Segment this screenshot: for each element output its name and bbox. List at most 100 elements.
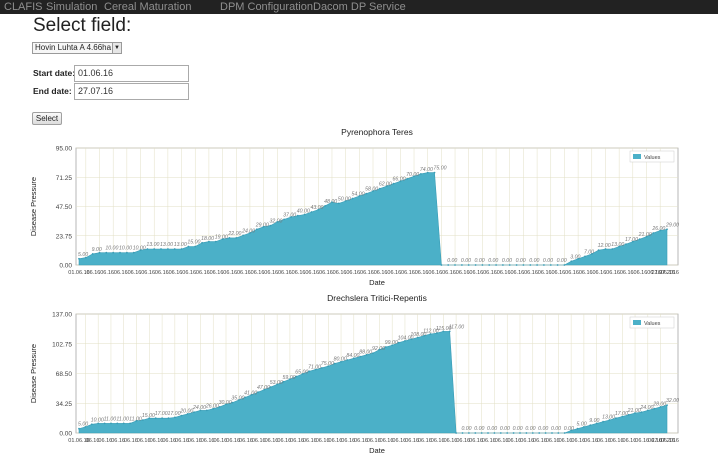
data-point [296, 214, 299, 217]
data-point [317, 208, 320, 211]
data-point [301, 373, 304, 375]
x-tick-label: .06.16 [591, 270, 606, 276]
data-label: 32.00 [269, 219, 282, 225]
data-point [536, 264, 538, 266]
data-point [404, 340, 406, 342]
x-tick-label: .06.16 [608, 438, 623, 444]
data-point [78, 257, 80, 260]
data-point [372, 352, 374, 354]
data-point [295, 375, 298, 378]
data-point [199, 409, 202, 412]
chart-title: Drechslera Tritici-Repentis [327, 293, 427, 303]
x-tick-label: .06.16 [174, 438, 189, 444]
data-point [611, 248, 614, 250]
data-label: 5.00 [78, 252, 88, 258]
y-tick-label: 68.50 [56, 371, 73, 378]
data-point [122, 422, 125, 425]
data-point [116, 422, 119, 425]
plot-frame [75, 147, 679, 266]
data-point [602, 420, 604, 423]
data-label: 22.00 [227, 231, 241, 237]
x-tick-label: .06.16 [570, 438, 585, 444]
x-tick-label: .06.16 [161, 438, 176, 444]
data-label: 0.00 [525, 426, 535, 432]
data-label: 24.00 [192, 405, 206, 411]
data-point [646, 409, 649, 412]
data-point [461, 432, 464, 434]
data-label: 0.00 [475, 258, 485, 264]
nav-item-dacom-dp-service[interactable]: Dacom DP Service [313, 1, 406, 13]
data-label: 54.00 [351, 191, 364, 197]
data-label: 43.00 [310, 205, 323, 211]
data-point [105, 251, 108, 254]
x-tick-label: .06.16 [536, 270, 551, 276]
end-date-input[interactable]: 27.07.16 [74, 83, 189, 100]
nav-item-dpm-configuration[interactable]: DPM Configuration [220, 1, 313, 13]
data-point [194, 245, 197, 248]
data-label: 30.00 [219, 400, 232, 406]
data-point [257, 391, 259, 394]
select-button[interactable]: Select [32, 112, 62, 125]
data-point [112, 251, 115, 254]
data-point [529, 264, 532, 266]
x-tick-label: .06.16 [454, 270, 469, 276]
x-tick-label: .06.16 [331, 270, 346, 276]
x-tick-label: .06.16 [532, 438, 547, 444]
data-point [563, 264, 566, 266]
data-point [508, 264, 511, 266]
data-point [544, 432, 547, 434]
data-point [512, 432, 515, 434]
data-point [426, 171, 429, 174]
x-tick-label: .06.16 [84, 438, 99, 444]
data-label: 0.00 [461, 258, 471, 264]
data-point [282, 380, 285, 383]
data-point [228, 237, 231, 239]
data-point [474, 432, 477, 434]
data-point [385, 185, 388, 188]
y-axis-label: Disease Pressure [29, 344, 38, 403]
x-tick-label: .06.16 [595, 438, 610, 444]
data-point [423, 334, 425, 337]
y-tick-label: 0.00 [59, 263, 72, 270]
nav-item-clafis[interactable]: CLAFIS [4, 1, 43, 13]
legend-box [629, 150, 675, 163]
data-point [310, 211, 313, 213]
data-point [110, 422, 112, 425]
data-point [604, 248, 607, 250]
x-tick-label: .06.16 [427, 270, 442, 276]
data-point [519, 432, 521, 434]
data-point [365, 353, 368, 356]
x-tick-label: .06.16 [442, 438, 457, 444]
data-point [321, 367, 323, 369]
data-point [413, 175, 415, 178]
x-tick-label: .06.16 [583, 438, 598, 444]
data-point [129, 422, 132, 425]
data-label: 80.00 [334, 357, 347, 363]
x-tick-label: .06.16 [181, 270, 196, 276]
start-date-input[interactable]: 01.06.16 [74, 65, 189, 82]
data-label: 0.00 [557, 258, 567, 264]
data-label: 17.00 [615, 411, 628, 417]
x-tick-label: .06.16 [353, 438, 368, 444]
data-label: 0.00 [513, 426, 523, 432]
data-point [590, 253, 593, 255]
data-point [84, 256, 87, 259]
data-label: 104.00 [398, 336, 414, 342]
data-point [584, 255, 586, 258]
field-select[interactable]: Hovin Luhta A 4.66ha ▼ [32, 42, 122, 54]
data-point [212, 407, 215, 410]
plot-frame [75, 313, 679, 434]
x-tick-label: .06.16 [97, 438, 112, 444]
data-label: 13.00 [160, 242, 173, 248]
data-point [173, 248, 176, 250]
data-point [468, 432, 470, 434]
x-tick-label: .06.16 [359, 270, 374, 276]
x-tick-label: .06.16 [327, 438, 342, 444]
nav-item-simulation[interactable]: Simulation [46, 1, 98, 13]
x-axis-label: Date [369, 446, 385, 455]
nav-item-cereal-maturation[interactable]: Cereal Maturation [104, 1, 192, 13]
data-label: 99.00 [385, 340, 398, 346]
data-point [378, 348, 381, 351]
data-point [493, 432, 496, 434]
chevron-down-icon[interactable]: ▼ [112, 43, 121, 53]
